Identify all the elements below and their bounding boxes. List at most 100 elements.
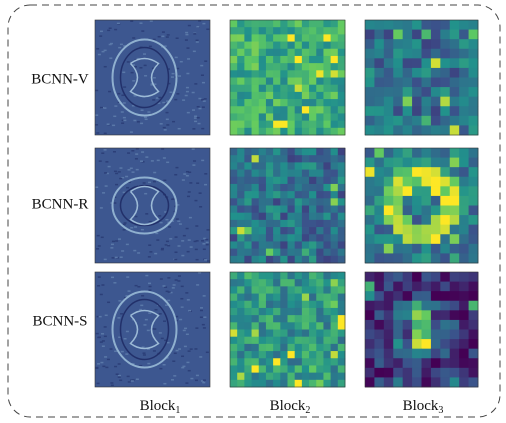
cell bbox=[259, 191, 267, 199]
cell bbox=[450, 215, 460, 225]
cell bbox=[412, 158, 422, 168]
texture bbox=[120, 256, 123, 258]
cell bbox=[288, 315, 296, 323]
cell bbox=[374, 186, 384, 196]
cell bbox=[331, 351, 339, 359]
cell bbox=[422, 215, 432, 225]
cell bbox=[266, 241, 274, 249]
cell bbox=[302, 358, 310, 366]
cell bbox=[393, 106, 403, 116]
cell bbox=[365, 186, 375, 196]
cell bbox=[280, 148, 288, 156]
cell bbox=[309, 113, 317, 121]
cell bbox=[259, 78, 267, 86]
texture bbox=[158, 97, 161, 99]
cell bbox=[374, 177, 384, 187]
cell bbox=[440, 49, 450, 59]
cell bbox=[440, 244, 450, 254]
texture bbox=[201, 240, 204, 242]
texture bbox=[128, 169, 131, 171]
cell bbox=[384, 358, 394, 368]
cell bbox=[459, 148, 469, 158]
texture bbox=[158, 215, 161, 217]
cell bbox=[403, 39, 413, 49]
cell bbox=[288, 20, 296, 28]
cell bbox=[288, 63, 296, 71]
texture bbox=[166, 119, 169, 121]
cell bbox=[422, 177, 432, 187]
texture bbox=[118, 238, 121, 240]
cell bbox=[230, 63, 238, 71]
texture bbox=[175, 167, 178, 169]
cell bbox=[393, 68, 403, 78]
texture bbox=[110, 348, 113, 350]
texture bbox=[104, 326, 107, 328]
cell bbox=[316, 56, 324, 64]
cell bbox=[412, 215, 422, 225]
cell bbox=[280, 241, 288, 249]
cell bbox=[252, 27, 260, 35]
cell bbox=[323, 315, 331, 323]
cell bbox=[469, 368, 479, 378]
texture bbox=[202, 324, 205, 326]
texture bbox=[127, 61, 130, 63]
texture bbox=[95, 90, 98, 92]
cell bbox=[230, 249, 238, 257]
texture bbox=[101, 333, 104, 335]
row-label: BCNN-S bbox=[32, 313, 87, 329]
cell bbox=[316, 365, 324, 373]
cell bbox=[469, 377, 479, 387]
texture bbox=[140, 305, 143, 307]
cell bbox=[450, 358, 460, 368]
cell bbox=[244, 315, 252, 323]
texture bbox=[192, 128, 195, 130]
cell bbox=[273, 162, 281, 170]
texture bbox=[122, 72, 125, 74]
cell bbox=[252, 301, 260, 309]
cell bbox=[259, 227, 267, 235]
cell bbox=[237, 344, 245, 352]
cell bbox=[244, 249, 252, 257]
cell bbox=[393, 215, 403, 225]
cell bbox=[422, 58, 432, 68]
cell bbox=[230, 234, 238, 242]
cell bbox=[244, 213, 252, 221]
texture bbox=[114, 366, 117, 368]
cell bbox=[295, 113, 303, 121]
cell bbox=[295, 301, 303, 309]
cell bbox=[422, 320, 432, 330]
cell bbox=[365, 158, 375, 168]
cell bbox=[469, 78, 479, 88]
cell bbox=[295, 206, 303, 214]
texture bbox=[139, 67, 142, 69]
cell bbox=[393, 177, 403, 187]
cell bbox=[295, 121, 303, 129]
cell bbox=[237, 92, 245, 100]
cell bbox=[259, 198, 267, 206]
cell bbox=[365, 330, 375, 340]
cell bbox=[365, 358, 375, 368]
cell bbox=[412, 20, 422, 30]
texture bbox=[104, 66, 107, 68]
cell bbox=[365, 125, 375, 135]
cell bbox=[459, 282, 469, 292]
cell bbox=[230, 351, 238, 359]
cell bbox=[302, 191, 310, 199]
cell bbox=[459, 78, 469, 88]
texture bbox=[141, 229, 144, 231]
cell bbox=[431, 377, 441, 387]
cell bbox=[230, 99, 238, 107]
cell bbox=[309, 330, 317, 338]
cell bbox=[244, 380, 252, 388]
cell bbox=[280, 234, 288, 242]
cell bbox=[273, 177, 281, 185]
cell bbox=[244, 27, 252, 35]
cell bbox=[384, 282, 394, 292]
cell bbox=[273, 234, 281, 242]
cell bbox=[412, 30, 422, 40]
cell bbox=[440, 339, 450, 349]
texture bbox=[108, 91, 111, 93]
cell bbox=[374, 225, 384, 235]
cell bbox=[422, 39, 432, 49]
cell bbox=[393, 30, 403, 40]
